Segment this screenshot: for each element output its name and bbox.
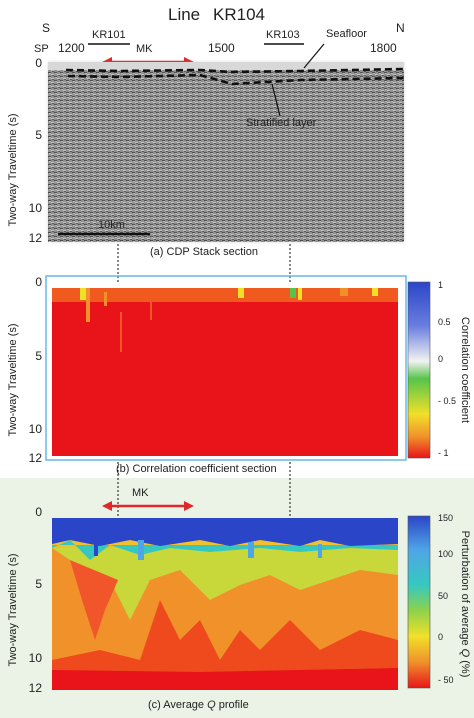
mk-arrow-lower — [102, 501, 194, 511]
panel-b-colorbar-label: Correlation coefficient — [459, 317, 471, 423]
panel-b-ytick-5: 5 — [35, 349, 42, 363]
panel-c-ytick-5: 5 — [35, 577, 42, 591]
sp-tick-1500: 1500 — [208, 41, 235, 55]
seafloor-annotation: Seafloor — [326, 28, 367, 40]
panel-c-average-q: MK Two-way Traveltime (s) 0 5 10 12 150 … — [0, 478, 474, 718]
panel-c-colorbar — [407, 515, 431, 689]
panel-a-ytick-10: 10 — [29, 201, 43, 215]
panel-a-caption: (a) CDP Stack section — [150, 246, 258, 258]
panel-a-ytick-0: 0 — [35, 56, 42, 70]
panel-b-cbtick-1: 1 — [438, 280, 443, 290]
water-column — [48, 62, 404, 70]
panel-b-colorbar — [407, 281, 431, 459]
panel-b-cbtick-0.5: 0.5 — [438, 317, 451, 327]
panel-c-ytick-10: 10 — [29, 651, 43, 665]
panel-b-ylabel: Two-way Traveltime (s) — [7, 323, 19, 436]
panel-a-ylabel: Two-way Traveltime (s) — [7, 113, 19, 226]
panel-b-ytick-10: 10 — [29, 422, 43, 436]
panel-a-ytick-12: 12 — [29, 231, 43, 245]
panel-b-cbtick-0: 0 — [438, 354, 443, 364]
seafloor-horizon — [65, 67, 405, 74]
panel-b-caption: (b) Correlation coefficient section — [116, 463, 277, 475]
panel-b-frame — [45, 275, 407, 461]
sp-label: SP — [34, 43, 49, 55]
correlation-map — [52, 288, 398, 456]
panel-a-cdp-stack: Two-way Traveltime (s) 0 5 10 12 Seafloo… — [7, 28, 405, 258]
south-label: S — [42, 21, 50, 35]
panel-b-correlation: Two-way Traveltime (s) 0 5 10 12 1 0.5 0… — [7, 275, 471, 475]
panel-c-cbtick-100: 100 — [438, 549, 453, 559]
panel-b-cbtick-neg0.5: - 0.5 — [438, 396, 456, 406]
panel-c-ylabel: Two-way Traveltime (s) — [7, 553, 19, 666]
panel-c-ytick-0: 0 — [35, 505, 42, 519]
north-label: N — [396, 21, 405, 35]
seafloor-pointer — [303, 43, 325, 69]
q-profile-map-surface — [52, 518, 398, 690]
correlation-map-surface — [52, 288, 398, 352]
panel-c-colorbar-label: Perturbation of average Q (%) — [459, 531, 471, 678]
mk-label-top: MK — [136, 43, 153, 55]
station-kr103-label: KR103 — [266, 29, 300, 41]
sp-tick-1200: 1200 — [58, 41, 85, 55]
mk-label-lower: MK — [132, 487, 149, 499]
title-prefix: Line — [168, 5, 200, 24]
panel-c-caption: (c) Average Q profile — [148, 699, 249, 711]
panel-c-cbtick-neg50: - 50 — [438, 675, 454, 685]
panel-c-ytick-12: 12 — [29, 681, 43, 695]
stratified-layer-horizon — [67, 73, 405, 86]
scale-bar-label: 10km — [98, 219, 125, 231]
sp-tick-1800: 1800 — [370, 41, 397, 55]
panel-c-cbtick-0: 0 — [438, 632, 443, 642]
panel-c-cbtick-50: 50 — [438, 591, 448, 601]
title-line-name: KR104 — [213, 5, 265, 24]
stratified-layer-annotation: Stratified layer — [246, 117, 317, 129]
panel-b-cbtick-neg1: - 1 — [438, 448, 449, 458]
station-kr101-label: KR101 — [92, 29, 126, 41]
panel-a-ytick-5: 5 — [35, 128, 42, 142]
panel-c-cbtick-150: 150 — [438, 513, 453, 523]
panel-b-ytick-12: 12 — [29, 451, 43, 465]
panel-b-ytick-0: 0 — [35, 275, 42, 289]
stratified-pointer — [271, 83, 281, 117]
